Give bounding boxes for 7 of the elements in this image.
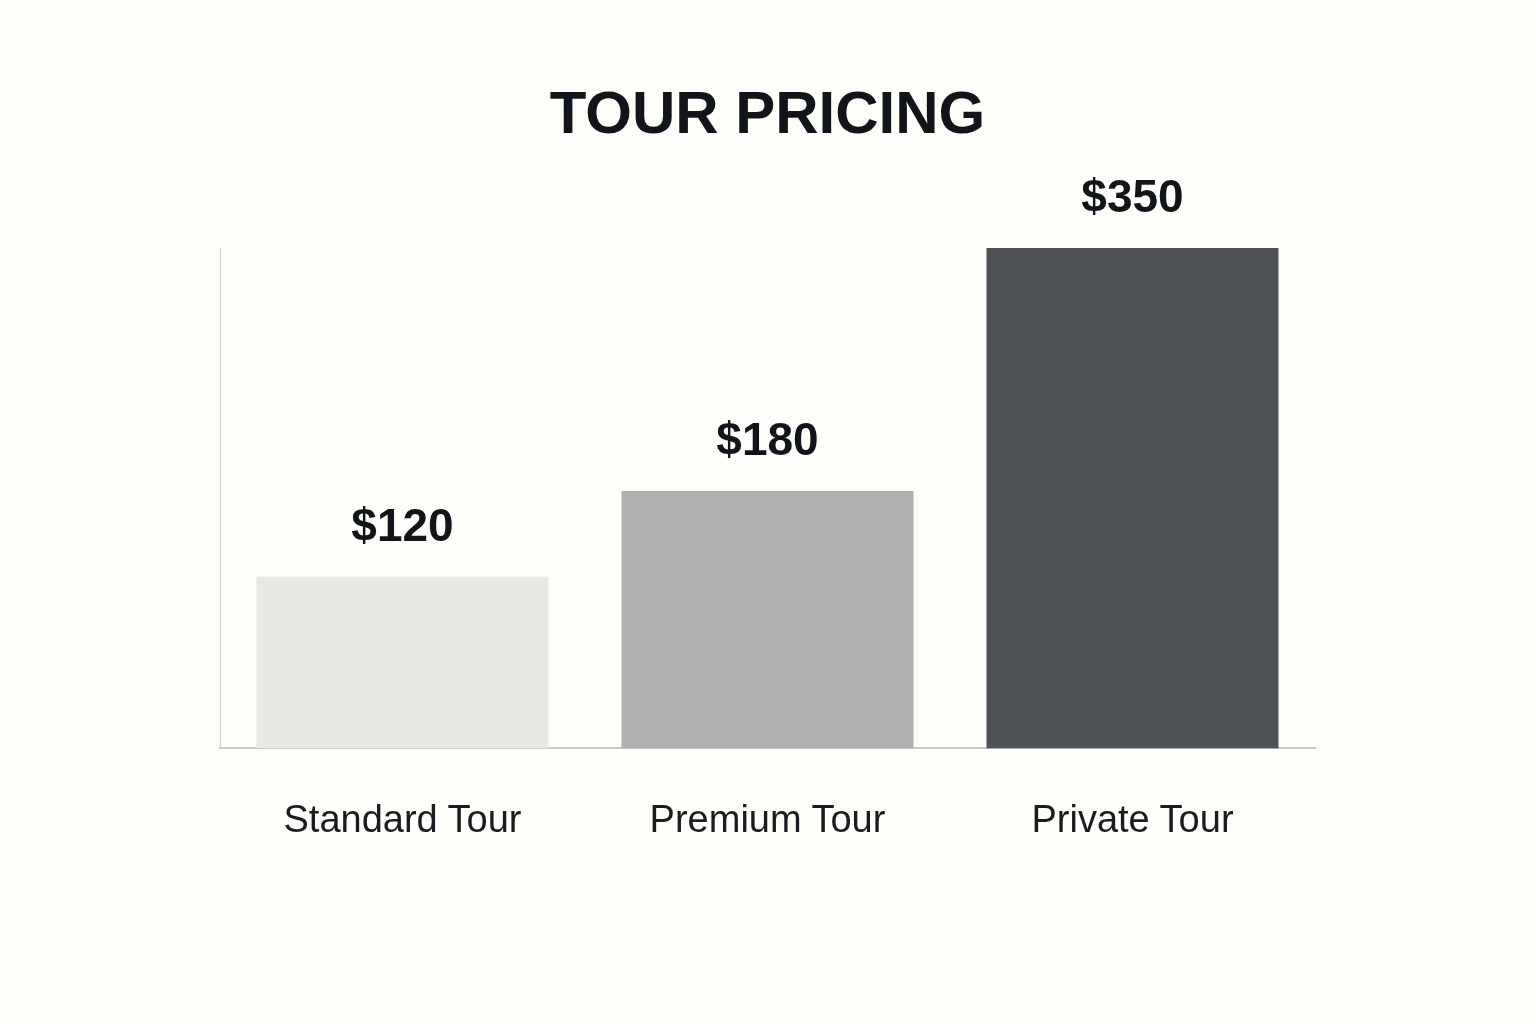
- x-tick-label: Private Tour: [1031, 797, 1234, 840]
- data-label: $120: [351, 498, 454, 551]
- data-label: $180: [716, 412, 819, 465]
- data-label: $350: [1081, 169, 1184, 222]
- x-tick-label: Premium Tour: [649, 797, 886, 840]
- chart-title: TOUR PRICING: [549, 78, 986, 146]
- x-tick-label: Standard Tour: [283, 797, 522, 840]
